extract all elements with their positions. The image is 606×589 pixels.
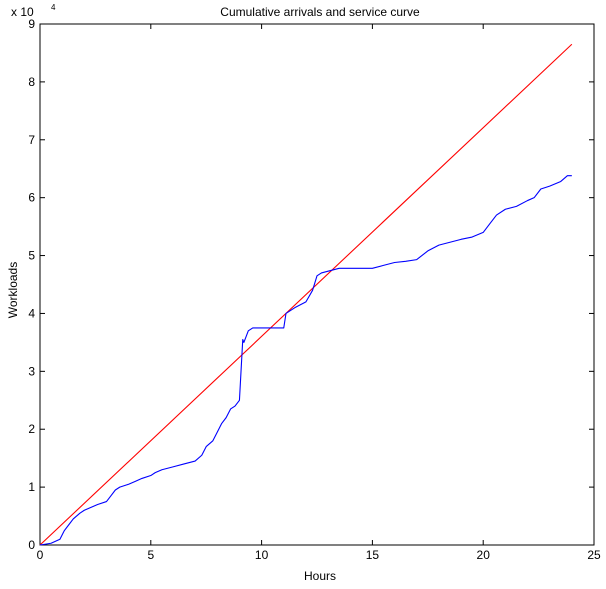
x-axis-label: Hours: [304, 569, 336, 583]
x-tick-label: 10: [255, 548, 269, 562]
y-tick-label: 8: [28, 75, 35, 89]
y-tick-label: 5: [28, 249, 35, 263]
x-tick-label: 15: [366, 548, 380, 562]
y-tick-label: 9: [28, 17, 35, 31]
y-axis-label: Workloads: [6, 262, 20, 318]
y-axis-exponent-label: x 10: [11, 5, 34, 19]
cumulative-arrivals-line: [39, 175, 572, 546]
y-tick-label: 0: [28, 538, 35, 552]
y-tick-label: 1: [28, 480, 35, 494]
y-axis-exponent-power: 4: [51, 3, 56, 12]
y-tick-label: 2: [28, 422, 35, 436]
chart-title: Cumulative arrivals and service curve: [220, 5, 420, 19]
y-tick-label: 3: [28, 364, 35, 378]
y-tick-label: 7: [28, 133, 35, 147]
x-tick-label: 25: [587, 548, 601, 562]
y-tick-label: 6: [28, 191, 35, 205]
x-tick-label: 20: [477, 548, 491, 562]
y-tick-label: 4: [28, 306, 35, 320]
service-curve-line: [39, 43, 573, 546]
x-tick-label: 0: [37, 548, 44, 562]
plot-area: 0 5 10 15 20 25 0 1 2 3 4 5 6 7 8 9: [28, 17, 601, 562]
x-tick-label: 5: [147, 548, 154, 562]
